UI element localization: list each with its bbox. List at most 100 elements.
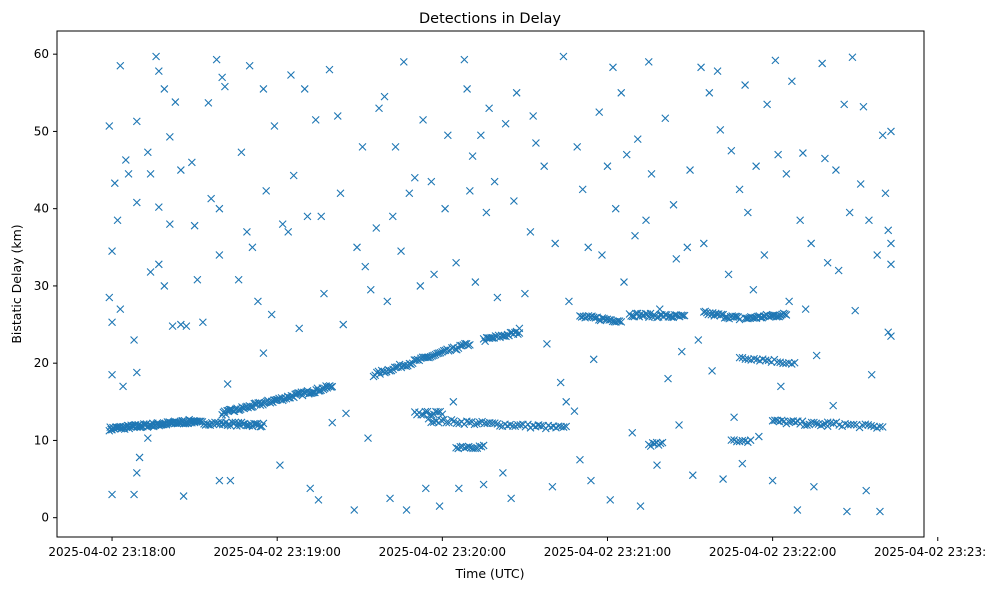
data-point bbox=[859, 102, 868, 111]
data-point bbox=[130, 336, 138, 344]
data-point bbox=[493, 293, 502, 302]
data-point bbox=[454, 484, 463, 493]
data-point bbox=[699, 308, 708, 316]
data-point bbox=[589, 355, 598, 364]
data-point bbox=[534, 421, 543, 429]
data-point bbox=[187, 158, 196, 167]
data-point bbox=[595, 108, 604, 117]
data-point bbox=[245, 61, 254, 70]
data-point bbox=[259, 419, 268, 428]
data-point bbox=[730, 413, 738, 422]
data-point bbox=[743, 208, 752, 217]
data-point bbox=[336, 189, 345, 198]
data-point bbox=[421, 484, 430, 493]
data-point bbox=[540, 162, 549, 171]
data-point bbox=[819, 420, 827, 429]
data-point bbox=[627, 312, 636, 320]
data-point bbox=[750, 354, 758, 363]
data-point bbox=[110, 179, 119, 188]
data-point bbox=[405, 189, 414, 198]
data-point bbox=[584, 243, 593, 252]
data-point bbox=[449, 397, 458, 406]
data-point bbox=[372, 224, 381, 232]
data-point bbox=[479, 441, 488, 450]
data-point bbox=[763, 100, 772, 109]
data-point bbox=[884, 226, 893, 235]
data-point bbox=[443, 131, 452, 140]
data-point bbox=[719, 475, 727, 483]
data-point bbox=[708, 367, 716, 375]
x-axis: 2025-04-02 23:18:00 2025-04-02 23:19:00 20… bbox=[48, 537, 987, 559]
data-point bbox=[862, 486, 871, 495]
data-point bbox=[342, 409, 350, 418]
data-point bbox=[427, 177, 436, 186]
data-point bbox=[154, 260, 163, 269]
data-point bbox=[661, 114, 670, 123]
data-point bbox=[501, 119, 510, 128]
data-point bbox=[452, 258, 460, 267]
data-point bbox=[193, 275, 202, 284]
data-point bbox=[589, 313, 598, 322]
data-point bbox=[840, 100, 849, 109]
data-point bbox=[782, 311, 791, 319]
data-point bbox=[562, 422, 571, 431]
scatter-points bbox=[105, 52, 895, 516]
data-point bbox=[412, 356, 420, 364]
data-point bbox=[677, 311, 686, 320]
data-point bbox=[218, 73, 227, 82]
data-point bbox=[419, 115, 427, 124]
data-point bbox=[787, 77, 796, 86]
data-point bbox=[262, 187, 271, 195]
data-point bbox=[887, 127, 895, 136]
data-point bbox=[182, 322, 191, 330]
x-tick-label: 2025-04-02 23:21:00 bbox=[544, 545, 671, 559]
data-point bbox=[361, 262, 370, 271]
data-point bbox=[642, 216, 650, 225]
data-point bbox=[512, 88, 521, 97]
data-point bbox=[295, 324, 304, 333]
x-axis-label: Time (UTC) bbox=[454, 566, 524, 581]
data-point bbox=[456, 442, 465, 451]
data-point bbox=[611, 204, 620, 213]
data-point bbox=[105, 122, 114, 130]
data-point bbox=[477, 442, 486, 451]
data-point bbox=[576, 455, 584, 464]
data-point bbox=[154, 67, 163, 76]
data-point bbox=[476, 131, 485, 140]
data-point bbox=[598, 251, 606, 259]
data-point bbox=[536, 422, 545, 430]
data-point bbox=[832, 166, 840, 174]
data-point bbox=[270, 122, 279, 130]
data-point bbox=[787, 417, 795, 426]
data-point bbox=[559, 423, 568, 431]
data-point bbox=[468, 152, 477, 161]
data-point bbox=[812, 351, 821, 360]
data-point bbox=[464, 442, 473, 451]
data-point bbox=[716, 125, 725, 134]
data-point bbox=[256, 401, 265, 410]
data-point bbox=[259, 85, 268, 93]
data-point bbox=[798, 417, 807, 426]
data-point bbox=[320, 289, 328, 298]
data-point bbox=[562, 397, 571, 406]
data-point bbox=[212, 55, 221, 64]
data-point bbox=[655, 305, 664, 313]
data-point bbox=[405, 359, 414, 368]
data-point bbox=[248, 243, 257, 252]
data-point bbox=[339, 320, 348, 329]
data-point bbox=[328, 418, 337, 427]
x-tick-label: 2025-04-02 23:23:00 bbox=[874, 545, 987, 559]
data-point bbox=[358, 142, 367, 151]
data-point bbox=[697, 63, 705, 72]
data-point bbox=[176, 320, 185, 329]
data-point bbox=[314, 387, 323, 395]
data-point bbox=[845, 208, 854, 217]
data-point bbox=[875, 422, 884, 431]
data-point bbox=[705, 88, 714, 97]
data-point bbox=[223, 380, 232, 388]
data-point bbox=[146, 170, 155, 178]
data-point bbox=[738, 436, 747, 445]
data-point bbox=[375, 104, 383, 113]
chart-title: Detections in Delay bbox=[419, 11, 561, 27]
